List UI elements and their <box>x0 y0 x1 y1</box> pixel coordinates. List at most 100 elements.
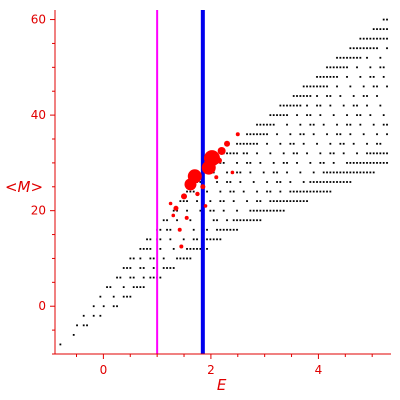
data-point <box>359 114 362 117</box>
data-point <box>359 75 362 78</box>
data-point <box>196 200 198 203</box>
data-point <box>346 114 348 117</box>
data-point <box>316 75 318 78</box>
data-point <box>219 238 222 241</box>
highlight-point <box>224 140 231 147</box>
data-point <box>216 219 218 222</box>
data-point <box>366 142 368 145</box>
data-point <box>272 123 275 126</box>
data-point <box>159 228 162 231</box>
vlines-layer <box>156 10 205 354</box>
data-point <box>206 228 208 231</box>
data-point <box>206 190 208 193</box>
data-point <box>386 47 388 50</box>
data-point <box>376 47 378 50</box>
highlight-point <box>203 150 220 167</box>
data-point <box>279 181 282 183</box>
highlight-point <box>214 175 219 180</box>
data-point <box>142 267 145 269</box>
highlight-point <box>235 132 240 137</box>
data-point <box>142 276 145 279</box>
data-point <box>319 190 322 193</box>
data-point <box>276 114 278 117</box>
data-point <box>319 85 322 88</box>
data-point <box>372 171 375 174</box>
data-point <box>209 209 212 212</box>
data-point <box>242 190 245 193</box>
data-point <box>382 28 385 31</box>
x-axis-title: E <box>217 376 227 394</box>
data-point <box>246 219 248 222</box>
data-point <box>256 209 258 212</box>
data-point <box>282 114 285 117</box>
data-point <box>332 66 335 69</box>
data-point <box>186 247 188 250</box>
data-point <box>272 171 275 174</box>
data-point <box>336 133 338 136</box>
data-point <box>272 161 275 164</box>
data-point <box>329 181 332 183</box>
data-point <box>362 95 365 97</box>
data-point <box>189 190 192 193</box>
data-point <box>122 267 125 269</box>
data-point <box>239 171 242 174</box>
data-point <box>332 152 335 155</box>
data-point <box>179 200 182 203</box>
data-point <box>282 161 285 164</box>
data-point <box>252 133 255 136</box>
data-point <box>266 190 268 193</box>
y-tick-label: 20 <box>31 204 46 218</box>
data-point <box>279 200 282 203</box>
data-point <box>369 37 372 40</box>
data-point <box>359 161 362 164</box>
data-point <box>279 104 282 107</box>
highlight-point <box>171 213 176 218</box>
y-axis-title: <M> <box>5 178 43 196</box>
data-point <box>219 228 222 231</box>
data-point <box>356 114 358 117</box>
data-point <box>349 161 352 164</box>
highlight-point <box>173 205 179 211</box>
data-point <box>326 66 328 69</box>
data-point <box>356 56 358 59</box>
data-point <box>379 104 382 107</box>
data-point <box>282 152 285 155</box>
data-point <box>336 181 338 183</box>
data-point <box>362 37 365 40</box>
data-point <box>256 200 258 203</box>
data-point <box>359 123 362 126</box>
data-point <box>326 190 328 193</box>
data-point <box>269 114 272 117</box>
data-point <box>262 209 265 212</box>
data-point <box>169 267 172 269</box>
data-point <box>259 123 262 126</box>
data-point <box>249 142 252 145</box>
data-point <box>322 181 325 183</box>
data-point <box>282 200 285 203</box>
data-point <box>252 142 255 145</box>
data-point <box>319 161 322 164</box>
data-point <box>336 75 338 78</box>
data-point <box>356 171 358 174</box>
data-point <box>279 114 282 117</box>
highlight-point <box>187 169 202 184</box>
data-point <box>346 66 348 69</box>
data-point <box>259 209 262 212</box>
data-point <box>232 219 235 222</box>
data-point <box>336 85 338 88</box>
data-point <box>299 123 302 126</box>
data-point <box>352 56 355 59</box>
data-point <box>272 209 275 212</box>
data-point <box>216 238 218 241</box>
data-point <box>189 247 192 250</box>
data-point <box>289 181 292 183</box>
data-point <box>262 133 265 136</box>
data-point <box>129 267 132 269</box>
data-point <box>142 247 145 250</box>
data-point <box>172 247 175 250</box>
highlight-point <box>195 191 200 197</box>
highlight-point <box>179 244 184 249</box>
data-point <box>369 114 372 117</box>
data-point <box>169 238 172 241</box>
data-point <box>216 228 218 231</box>
